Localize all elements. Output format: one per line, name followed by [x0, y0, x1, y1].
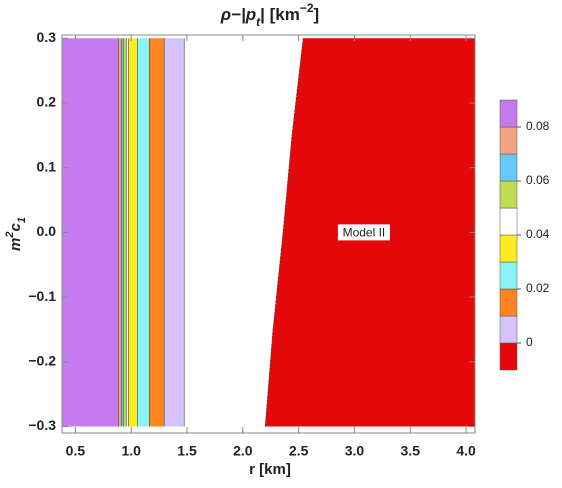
contour-band [118, 38, 122, 427]
chart-title: ρ−|pt| [km−2] [220, 1, 319, 29]
y-tick-label: −0.3 [28, 417, 56, 433]
title-part: | [km [260, 5, 300, 24]
legend-swatch [499, 234, 518, 263]
legend-swatch [499, 315, 518, 344]
x-tick-label: 3.0 [345, 443, 365, 459]
legend-swatch [499, 207, 518, 236]
y-tick-label: 0.2 [37, 94, 57, 110]
x-tick-label: 4.0 [456, 443, 476, 459]
contour-band [164, 38, 185, 427]
legend-swatch [499, 288, 518, 317]
plot-frame [61, 34, 476, 434]
legend-swatch [499, 153, 518, 182]
contour-band [123, 38, 127, 427]
y-label-part: 2 [4, 232, 16, 239]
contour-band [128, 38, 138, 427]
annotation-box [337, 224, 390, 241]
legend-tick-label: 0.06 [526, 173, 550, 187]
title-part: ρ−|p [220, 5, 256, 24]
x-tick-label: 0.5 [66, 443, 86, 459]
y-label-part: 1 [16, 217, 28, 223]
x-tick-label: 2.5 [289, 443, 309, 459]
legend-tick-label: 0.04 [526, 227, 550, 241]
x-tick-label: 1.0 [121, 443, 141, 459]
contour-band [62, 38, 119, 427]
y-tick-label: −0.2 [28, 353, 56, 369]
y-label-part: c [7, 223, 24, 232]
y-label-part: m [7, 238, 24, 251]
x-axis-label: r [km] [249, 461, 291, 478]
y-tick-label: −0.1 [28, 288, 56, 304]
contour-line [264, 38, 304, 427]
y-tick-label: 0.0 [37, 223, 57, 239]
title-part: −2 [300, 1, 314, 15]
legend-tick-label: 0 [526, 335, 533, 349]
title-part: t [256, 15, 261, 29]
contour-band [149, 38, 165, 427]
contour-band [121, 38, 124, 427]
legend-swatch [499, 126, 518, 155]
legend-swatch [499, 342, 518, 371]
legend-swatch [499, 180, 518, 209]
contour-band [126, 38, 129, 427]
x-tick-label: 1.5 [177, 443, 197, 459]
legend-tick-label: 0.02 [526, 281, 550, 295]
legend-tick-label: 0.08 [526, 119, 550, 133]
y-tick-label: 0.3 [37, 29, 57, 45]
legend-swatch [499, 99, 518, 128]
legend-swatch [499, 261, 518, 290]
contour-band [137, 38, 150, 427]
y-axis-label: m2c1 [4, 217, 28, 251]
x-tick-label: 2.0 [233, 443, 253, 459]
title-part: ] [314, 5, 320, 24]
annotation: Model II [343, 226, 386, 240]
y-tick-label: 0.1 [37, 158, 57, 174]
x-tick-label: 3.5 [401, 443, 421, 459]
